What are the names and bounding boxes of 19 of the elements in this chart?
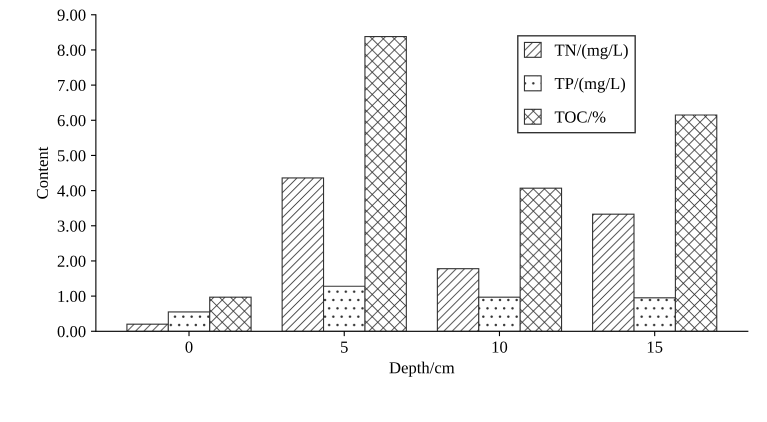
- x-axis-title: Depth/cm: [389, 362, 454, 377]
- x-tick-label: 10: [492, 341, 508, 353]
- y-tick-label: 6.00: [58, 114, 86, 126]
- y-tick-label: 2.00: [58, 256, 86, 267]
- y-tick-label: 5.00: [58, 150, 86, 162]
- y-tick-label: 0.00: [58, 326, 86, 338]
- y-tick-label: 4.00: [57, 185, 86, 197]
- x-tick-label: 0: [185, 341, 193, 353]
- y-tick-label: 9.00: [58, 9, 86, 21]
- y-axis-title: Content: [36, 146, 48, 199]
- legend-label: TN/(mg/L): [554, 44, 628, 60]
- legend-label: TOC/%: [554, 111, 606, 123]
- x-tick-label: 5: [341, 342, 348, 353]
- y-tick-label: 7.00: [58, 80, 86, 92]
- y-tick-label: 3.00: [58, 220, 86, 232]
- y-tick-label: 1.00: [58, 290, 86, 302]
- legend-label: TP/(mg/L): [554, 77, 626, 93]
- x-tick-label: 15: [648, 342, 662, 353]
- y-tick-label: 8.00: [58, 44, 86, 56]
